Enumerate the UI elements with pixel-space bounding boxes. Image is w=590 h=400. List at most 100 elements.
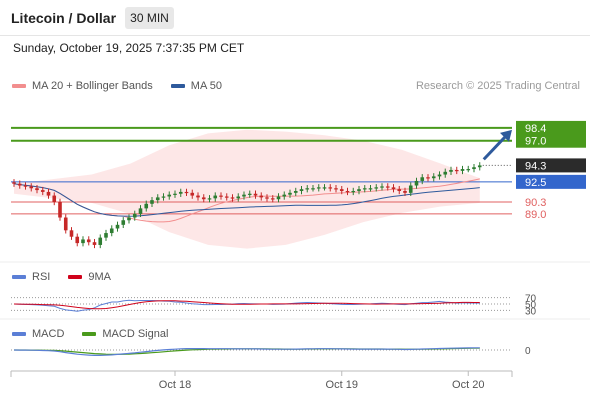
rsi-level-label: 70 (525, 294, 537, 305)
bollinger-band (14, 129, 480, 249)
candle-body (69, 230, 74, 237)
candle-body (167, 194, 172, 197)
resistance-label-1: 97.0 (525, 136, 546, 148)
arrow-head (500, 129, 512, 142)
candle-body (403, 191, 407, 193)
candle-body (316, 187, 321, 189)
candle-body (259, 195, 264, 198)
rsi-legend: RSI 9MA (12, 271, 129, 283)
candle-body (414, 180, 419, 186)
candle-body (357, 189, 361, 191)
candle-body (115, 224, 120, 229)
candle-body (385, 186, 390, 188)
candle-body (98, 237, 103, 245)
instrument-title: Litecoin / Dollar (11, 10, 117, 26)
candle-body (40, 190, 45, 192)
candle-body (173, 193, 177, 195)
candle-body (184, 191, 189, 194)
candle-body (391, 187, 396, 190)
candle-body (339, 189, 344, 191)
candle-body (460, 169, 465, 171)
timestamp: Sunday, October 19, 2025 7:37:35 PM CET (13, 41, 245, 55)
legend-ma20-label: MA 20 + Bollinger Bands (32, 80, 153, 92)
support-label-5: 89.0 (525, 209, 546, 221)
pivot-tag-3 (516, 174, 586, 189)
macd-level-label: 0 (525, 346, 531, 357)
candle-body (374, 187, 379, 189)
candle-body (282, 194, 287, 197)
candle-body (138, 208, 143, 214)
candle-body (17, 183, 22, 186)
legend-macd-signal: MACD Signal (82, 328, 168, 340)
candle-body (144, 203, 149, 209)
rsi-level-label: 50 (525, 300, 537, 311)
candle-body (29, 186, 34, 189)
candle-body (472, 167, 476, 170)
legend-ma50: MA 50 (170, 80, 222, 92)
pivot-label-3: 92.5 (525, 177, 546, 189)
candle-body (242, 194, 246, 197)
candle-body (397, 189, 402, 191)
candle-body (127, 217, 131, 221)
x-tick-label: Oct 19 (326, 379, 358, 391)
macd-line (13, 347, 480, 356)
candle-body (104, 233, 108, 238)
candle-body (408, 185, 413, 193)
candle-body (207, 198, 212, 200)
candles (12, 162, 482, 249)
candle-body (426, 177, 430, 179)
candle-body (23, 185, 28, 187)
candle-body (443, 171, 448, 175)
candle-body (437, 174, 442, 177)
research-credit: Research © 2025 Trading Central (415, 80, 580, 92)
candle-body (345, 191, 350, 193)
candle-body (334, 188, 338, 190)
key-levels: 98.497.0 94.3 92.5 90.389.0 (11, 120, 586, 221)
candle-body (265, 197, 269, 199)
candle-body (420, 177, 425, 181)
candle-body (81, 239, 85, 244)
candle-body (224, 196, 229, 198)
candle-body (362, 188, 367, 190)
rsi-line (13, 299, 480, 312)
candle-body (477, 165, 482, 168)
chart-header: Litecoin / Dollar 30 MIN (0, 0, 590, 36)
last-tag-2 (516, 158, 586, 173)
candle-body (299, 189, 304, 191)
legend-ma20: MA 20 + Bollinger Bands (12, 80, 153, 92)
candle-body (63, 217, 68, 231)
legend-ma50-label: MA 50 (190, 80, 222, 92)
x-tick-label: Oct 18 (159, 379, 191, 391)
support-label-4: 90.3 (525, 197, 546, 209)
ma50-swatch (170, 84, 185, 88)
candle-body (380, 186, 384, 188)
candle-body (328, 187, 333, 189)
ma20-swatch (12, 84, 26, 88)
header-divider (0, 35, 590, 36)
candle-body (161, 196, 166, 198)
candle-body (109, 228, 114, 234)
x-tick-label: Oct 20 (452, 379, 484, 391)
candle-body (86, 239, 91, 243)
timeframe-button[interactable]: 30 MIN (125, 7, 174, 29)
candle-body (75, 236, 80, 244)
macd-legend: MACD MACD Signal (12, 328, 186, 340)
candle-body (236, 196, 241, 199)
resistance-tag-1 (516, 133, 586, 148)
legend-rsi-label: RSI (32, 271, 51, 283)
rsi-level-label: 30 (525, 306, 537, 317)
candle-body (466, 169, 471, 171)
main-legend: MA 20 + Bollinger Bands MA 50 (12, 80, 240, 92)
candle-body (305, 188, 310, 190)
9ma-swatch (68, 275, 83, 279)
candle-body (351, 191, 356, 193)
candle-body (293, 191, 298, 193)
candle-body (276, 196, 281, 200)
candle-body (368, 188, 373, 190)
candle-body (230, 197, 235, 199)
ma50-line (13, 183, 480, 217)
candle-body (449, 169, 453, 172)
rsi-ma-line (13, 300, 480, 310)
candle-body (253, 193, 258, 196)
